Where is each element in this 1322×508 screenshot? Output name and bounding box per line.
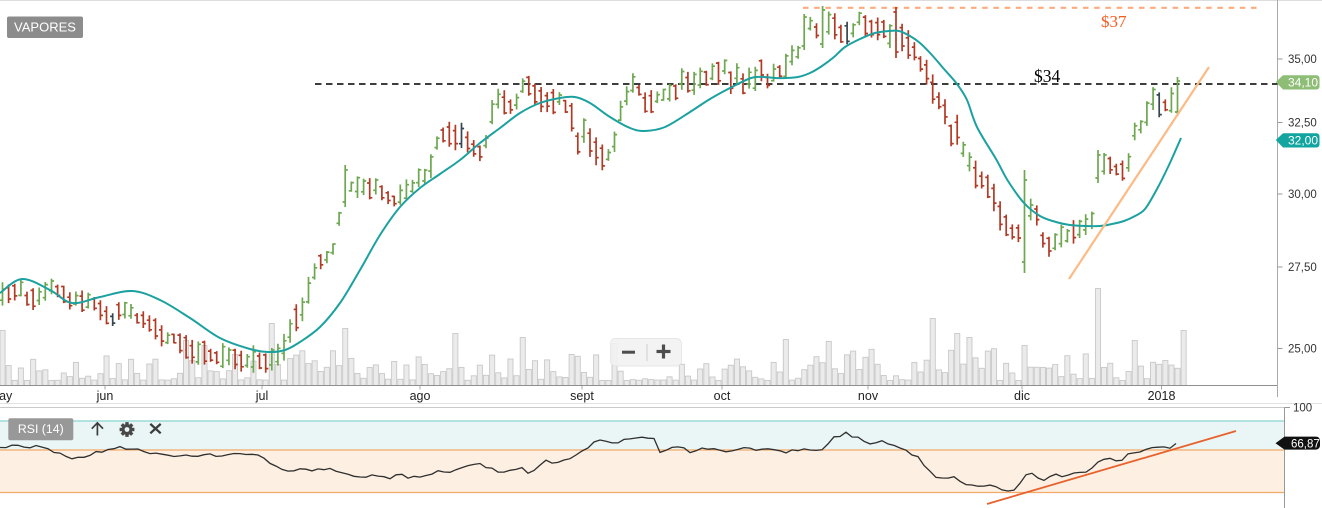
svg-text:27,50: 27,50 bbox=[1288, 262, 1317, 274]
svg-text:66,87: 66,87 bbox=[1291, 439, 1320, 451]
svg-text:25,00: 25,00 bbox=[1288, 344, 1317, 356]
svg-text:100: 100 bbox=[1293, 403, 1312, 415]
svg-text:$34: $34 bbox=[1034, 66, 1061, 86]
svg-text:nov: nov bbox=[858, 389, 879, 403]
svg-text:30,00: 30,00 bbox=[1288, 189, 1317, 201]
svg-text:dic: dic bbox=[1014, 389, 1030, 403]
svg-text:32,00: 32,00 bbox=[1288, 134, 1318, 148]
svg-text:jun: jun bbox=[96, 389, 114, 403]
svg-text:oct: oct bbox=[714, 389, 731, 403]
svg-text:jul: jul bbox=[255, 389, 269, 403]
svg-text:34,10: 34,10 bbox=[1288, 76, 1318, 90]
svg-text:sept: sept bbox=[570, 389, 594, 403]
svg-text:2018: 2018 bbox=[1148, 389, 1176, 403]
svg-text:ago: ago bbox=[410, 389, 431, 403]
svg-text:VAPORES: VAPORES bbox=[14, 20, 76, 35]
svg-text:RSI (14): RSI (14) bbox=[18, 422, 64, 436]
svg-text:32,50: 32,50 bbox=[1288, 118, 1317, 130]
svg-text:$37: $37 bbox=[1101, 12, 1127, 31]
svg-text:may: may bbox=[0, 389, 13, 403]
svg-text:35,00: 35,00 bbox=[1288, 54, 1317, 66]
